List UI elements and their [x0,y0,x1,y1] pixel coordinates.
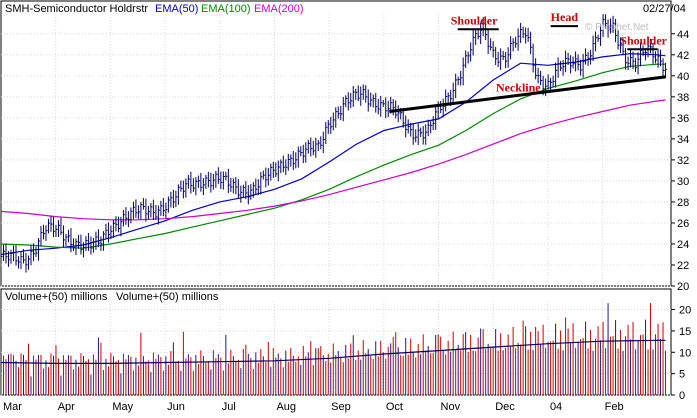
price-tick-label: 34 [677,134,689,146]
chart-title: SMH-Semiconductor Holdrstr [5,3,148,15]
volume-tick-label: 15 [679,326,691,338]
right-shoulder-label: Shoulder [620,33,667,47]
x-tick-label: Jul [222,401,236,413]
x-tick-label: May [112,401,133,413]
price-tick-label: 30 [677,176,689,188]
price-tick-label: 38 [677,92,689,104]
price-tick-label: 20 [677,281,689,293]
price-tick-label: 40 [677,71,689,83]
x-tick-label: Feb [605,401,624,413]
price-series-layer [1,14,668,273]
volume-tick-label: 10 [679,347,691,359]
volume-ma-line [1,339,666,364]
x-tick-label: 04 [550,401,562,413]
price-panel: 20 22 24 26 28 30 32 34 36 38 40 42 44 Neckline Shoul… [0,0,689,293]
price-tick-label: 44 [677,29,689,41]
price-tick-label: 22 [677,260,689,272]
price-tick-label: 42 [677,50,689,62]
x-tick-label: Mar [3,401,22,413]
watermark: © Prophet.Net [585,22,649,33]
price-tick-label: 26 [677,218,689,230]
neckline-label: Neckline [496,81,541,95]
legend-ema100: EMA(100) [201,3,251,15]
legend-ema50: EMA(50) [155,3,198,15]
volume-legend-1: Volume+(50) millions [5,291,108,303]
price-tick-label: 32 [677,155,689,167]
volume-tick-label: 5 [679,369,685,381]
volume-gridlines: 0 5 10 15 20 [1,301,691,402]
neckline [389,75,666,114]
x-tick-label: Dec [495,401,515,413]
volume-panel: 0 5 10 15 20 Volume+(50) millions Volume+(50… [0,288,691,402]
x-tick-label: Aug [276,401,296,413]
ema200-line [1,99,666,221]
x-axis: Mar Apr May Jun Jul Aug Sep Oct Nov Dec 04 Feb [3,401,624,413]
chart-date: 02/27/04 [643,3,686,15]
price-tick-label: 24 [677,239,689,251]
x-tick-label: Jun [167,401,185,413]
price-tick-label: 28 [677,197,689,209]
volume-bars-layer [1,303,667,395]
volume-tick-label: 20 [679,305,691,317]
ema100-line [1,63,666,249]
x-tick-label: Apr [58,401,75,413]
volume-tick-label: 0 [679,390,685,402]
x-tick-label: Sep [331,401,351,413]
price-gridlines: 20 22 24 26 28 30 32 34 36 38 40 42 44 [1,14,689,293]
x-tick-label: Nov [441,401,461,413]
pattern-annotations: Neckline Shoulder Head Shoulder [389,10,668,114]
left-shoulder-label: Shoulder [451,13,498,27]
head-label: Head [551,10,579,24]
price-tick-label: 36 [677,113,689,125]
price-panel-frame [0,0,672,287]
legend-ema200: EMA(200) [254,3,304,15]
x-tick-label: Oct [386,401,403,413]
volume-legend-2: Volume+(50) millions [116,291,219,303]
